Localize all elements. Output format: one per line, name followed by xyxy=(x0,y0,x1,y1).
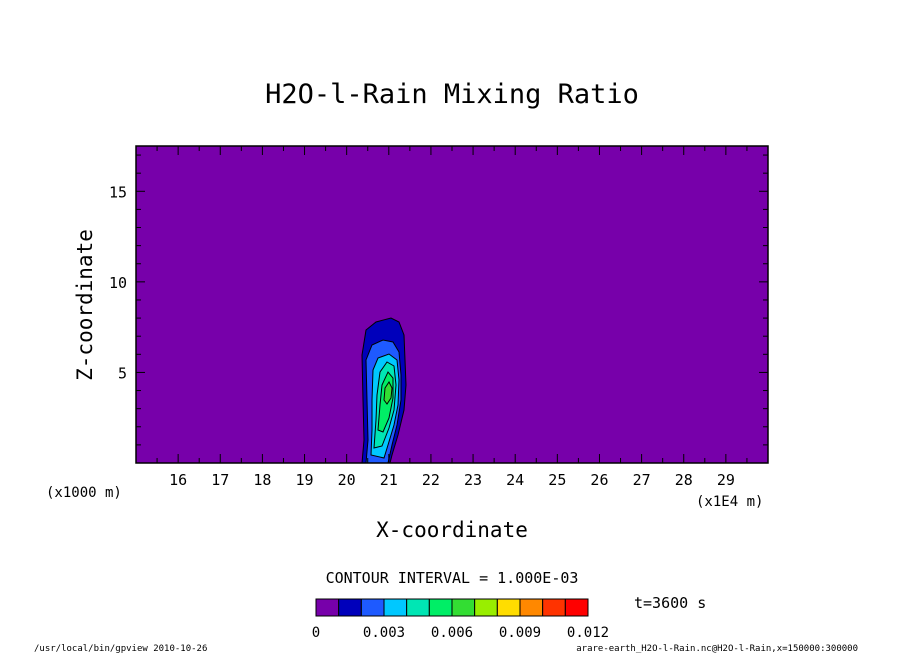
colorbar-swatch xyxy=(338,598,362,617)
x-tick-label: 21 xyxy=(380,471,398,489)
y-axis: 5 10 15 xyxy=(109,154,768,446)
y-axis-label: Z-coordinate xyxy=(73,229,97,381)
x-tick-label: 19 xyxy=(296,471,314,489)
plot-area xyxy=(136,146,768,463)
colorbar-tick-label: 0.012 xyxy=(567,625,609,641)
x-tick-label: 18 xyxy=(253,471,271,489)
rain-core xyxy=(361,317,407,464)
colorbar-swatch xyxy=(315,598,340,617)
time-label: t=3600 s xyxy=(634,594,706,612)
colorbar-tick-label: 0.003 xyxy=(363,625,405,641)
colorbar-tick-label: 0.006 xyxy=(431,625,473,641)
colorbar-swatch xyxy=(519,598,544,617)
colorbar-swatch xyxy=(428,598,453,617)
colorbar-swatch xyxy=(564,598,589,617)
footer-right: arare-earth_H2O-l-Rain.nc@H2O-l-Rain,x=1… xyxy=(576,644,858,654)
y-tick-label: 10 xyxy=(109,274,127,292)
colorbar-swatch xyxy=(451,598,476,617)
x-axis: 16 17 18 19 20 21 22 23 24 25 26 27 28 29 xyxy=(135,146,769,489)
x-tick-label: 28 xyxy=(675,471,693,489)
footer-left: /usr/local/bin/gpview 2010-10-26 xyxy=(34,644,207,654)
plot-frame xyxy=(135,145,769,464)
colorbar-swatch xyxy=(542,598,566,617)
x-tick-label: 17 xyxy=(211,471,229,489)
colorbar-tick-label: 0 xyxy=(312,625,320,641)
colorbar-swatch xyxy=(406,598,430,617)
x-tick-label: 16 xyxy=(169,471,187,489)
x-tick-label: 26 xyxy=(590,471,608,489)
colorbar-ticks: 0 0.003 0.006 0.009 0.012 xyxy=(312,625,609,641)
x-tick-label: 24 xyxy=(506,471,524,489)
x-tick-label: 29 xyxy=(717,471,735,489)
x-tick-label: 27 xyxy=(633,471,651,489)
x-tick-label: 25 xyxy=(548,471,566,489)
colorbar-swatch xyxy=(474,598,498,617)
x-tick-label: 20 xyxy=(338,471,356,489)
contour-level-6 xyxy=(384,382,392,404)
x-axis-label: X-coordinate xyxy=(376,518,528,542)
y-tick-label: 5 xyxy=(118,364,127,382)
contour-interval: CONTOUR INTERVAL = 1.000E-03 xyxy=(326,569,579,587)
colorbar-swatch xyxy=(496,598,521,617)
x-tick-label: 23 xyxy=(464,471,482,489)
colorbar-swatch xyxy=(360,598,385,617)
colorbar xyxy=(315,598,589,617)
colorbar-tick-label: 0.009 xyxy=(499,625,541,641)
x-unit-right: (x1E4 m) xyxy=(696,494,763,510)
chart-title: H2O-l-Rain Mixing Ratio xyxy=(265,79,639,110)
x-tick-label: 22 xyxy=(422,471,440,489)
y-tick-label: 15 xyxy=(109,183,127,201)
colorbar-swatch xyxy=(383,598,408,617)
x-unit-left: (x1000 m) xyxy=(46,485,122,501)
